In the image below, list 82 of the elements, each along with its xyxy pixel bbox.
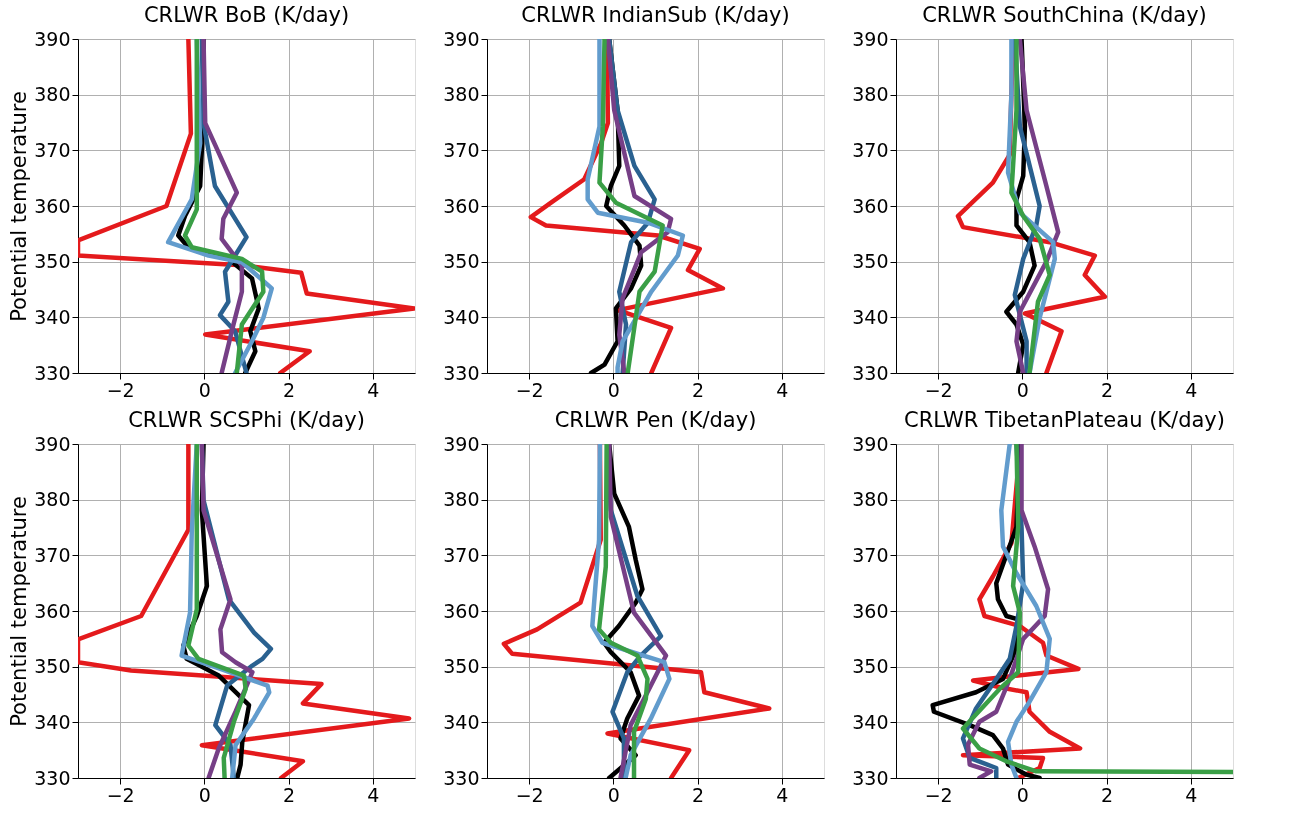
y-tick-label: 340 bbox=[443, 305, 480, 328]
y-tick-label: 380 bbox=[443, 83, 480, 106]
x-tick-label: 4 bbox=[1185, 783, 1198, 806]
y-tick-label: 360 bbox=[852, 194, 889, 217]
x-tick-label: 0 bbox=[198, 378, 211, 401]
x-tick-label: 4 bbox=[776, 378, 789, 401]
y-tick-label: 360 bbox=[34, 194, 71, 217]
y-tick-label: 380 bbox=[34, 488, 71, 511]
y-tick-label: 340 bbox=[852, 305, 889, 328]
y-tick-label: 390 bbox=[852, 27, 889, 50]
x-tick-label: 0 bbox=[1016, 783, 1029, 806]
y-tick-label: 390 bbox=[443, 432, 480, 455]
y-tick-label: 380 bbox=[443, 488, 480, 511]
x-tick-label: −2 bbox=[106, 378, 135, 401]
chart-title: CRLWR IndianSub (K/day) bbox=[521, 3, 790, 27]
y-tick-label: 360 bbox=[852, 599, 889, 622]
y-tick-label: 360 bbox=[34, 599, 71, 622]
x-tick-label: 2 bbox=[283, 378, 296, 401]
x-tick-label: −2 bbox=[924, 783, 953, 806]
line-series bbox=[1014, 39, 1061, 373]
y-tick-label: 390 bbox=[34, 27, 71, 50]
y-tick-label: 340 bbox=[34, 710, 71, 733]
y-axis-title: Potential temperature bbox=[7, 91, 32, 322]
y-tick-label: 390 bbox=[443, 27, 480, 50]
x-tick-label: 0 bbox=[1016, 378, 1029, 401]
y-tick-label: 380 bbox=[34, 83, 71, 106]
x-tick-label: −2 bbox=[515, 783, 544, 806]
x-tick-label: −2 bbox=[924, 378, 953, 401]
chart-title: CRLWR BoB (K/day) bbox=[143, 3, 350, 27]
x-tick-label: 4 bbox=[776, 783, 789, 806]
y-tick-label: 330 bbox=[34, 361, 71, 384]
x-tick-label: 0 bbox=[607, 378, 620, 401]
y-tick-label: 350 bbox=[443, 655, 480, 678]
y-tick-label: 370 bbox=[852, 543, 889, 566]
y-tick-label: 370 bbox=[443, 543, 480, 566]
line-series bbox=[590, 444, 672, 778]
y-tick-label: 330 bbox=[443, 361, 480, 384]
y-tick-label: 340 bbox=[34, 305, 71, 328]
y-tick-label: 370 bbox=[443, 138, 480, 161]
x-tick-label: 4 bbox=[367, 378, 380, 401]
line-series bbox=[605, 39, 674, 373]
x-tick-label: 2 bbox=[1101, 783, 1114, 806]
x-tick-label: 2 bbox=[692, 783, 705, 806]
x-tick-label: −2 bbox=[515, 378, 544, 401]
x-tick-label: −2 bbox=[106, 783, 135, 806]
y-tick-label: 350 bbox=[852, 250, 889, 273]
y-tick-label: 360 bbox=[443, 599, 480, 622]
x-tick-label: 2 bbox=[283, 783, 296, 806]
line-series bbox=[965, 444, 1051, 778]
y-tick-label: 370 bbox=[34, 543, 71, 566]
chart-title: CRLWR SCSPhi (K/day) bbox=[128, 408, 365, 432]
y-tick-label: 390 bbox=[34, 432, 71, 455]
y-tick-label: 370 bbox=[852, 138, 889, 161]
x-tick-label: 4 bbox=[1185, 378, 1198, 401]
y-tick-label: 390 bbox=[852, 432, 889, 455]
y-tick-label: 350 bbox=[34, 655, 71, 678]
y-tick-label: 380 bbox=[852, 83, 889, 106]
x-tick-label: 2 bbox=[1101, 378, 1114, 401]
y-tick-label: 380 bbox=[852, 488, 889, 511]
line-series bbox=[597, 39, 665, 373]
line-series bbox=[585, 39, 686, 373]
x-tick-label: 2 bbox=[692, 378, 705, 401]
x-tick-label: 0 bbox=[198, 783, 211, 806]
y-tick-label: 330 bbox=[852, 361, 889, 384]
chart-title: CRLWR SouthChina (K/day) bbox=[922, 3, 1207, 27]
chart-title: CRLWR TibetanPlateau (K/day) bbox=[904, 408, 1225, 432]
y-tick-label: 350 bbox=[443, 250, 480, 273]
y-tick-label: 330 bbox=[34, 766, 71, 789]
x-tick-label: 4 bbox=[367, 783, 380, 806]
y-tick-label: 350 bbox=[34, 250, 71, 273]
y-tick-label: 330 bbox=[443, 766, 480, 789]
chart-title: CRLWR Pen (K/day) bbox=[554, 408, 757, 432]
y-tick-label: 340 bbox=[852, 710, 889, 733]
y-tick-label: 360 bbox=[443, 194, 480, 217]
y-tick-label: 350 bbox=[852, 655, 889, 678]
line-series bbox=[999, 444, 1053, 778]
y-tick-label: 340 bbox=[443, 710, 480, 733]
line-series bbox=[960, 444, 1233, 775]
y-tick-label: 330 bbox=[852, 766, 889, 789]
y-tick-label: 370 bbox=[34, 138, 71, 161]
x-tick-label: 0 bbox=[607, 783, 620, 806]
y-axis-title: Potential temperature bbox=[7, 496, 32, 727]
